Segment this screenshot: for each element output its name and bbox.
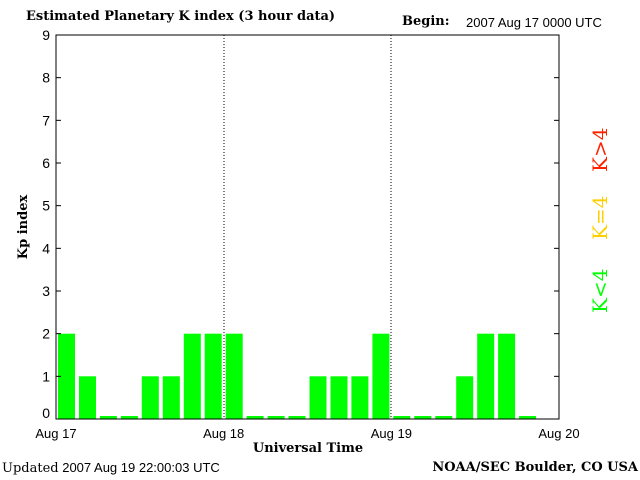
kp-bar xyxy=(288,416,306,419)
kp-bar xyxy=(456,376,474,419)
kp-bar xyxy=(267,416,285,419)
x-tick-label: Aug 19 xyxy=(371,426,412,441)
kp-bar xyxy=(330,376,348,419)
x-axis: Aug 17 Aug 18 Aug 19 Aug 20 xyxy=(35,426,579,441)
bar-group xyxy=(58,333,537,419)
kp-bar xyxy=(162,376,180,419)
kp-bar xyxy=(120,416,138,419)
kp-bar xyxy=(99,416,117,419)
updated-timestamp: Updated 2007 Aug 19 22:00:03 UTC xyxy=(2,460,220,476)
begin-date: 2007 Aug 17 0000 UTC xyxy=(466,15,602,30)
kp-bar xyxy=(372,333,390,419)
kp-bar xyxy=(58,333,75,419)
kp-bar xyxy=(79,376,96,419)
source-credit: NOAA/SEC Boulder, CO USA xyxy=(432,460,638,475)
kp-bar xyxy=(183,333,201,419)
y-axis: 0 1 2 3 4 5 6 7 8 9 xyxy=(42,27,559,421)
legend-k-less-4: K<4 xyxy=(588,268,612,313)
chart-title: Estimated Planetary K index (3 hour data… xyxy=(26,9,336,24)
begin-label: Begin: xyxy=(402,14,450,29)
y-tick-label: 3 xyxy=(42,283,50,299)
kp-bar xyxy=(435,416,453,419)
legend-k-greater-4: K>4 xyxy=(588,127,612,172)
kp-bar xyxy=(246,416,264,419)
kp-bar xyxy=(309,376,327,419)
updated-label: Updated xyxy=(2,461,59,476)
x-tick-label: Aug 17 xyxy=(35,426,76,441)
y-tick-label: 8 xyxy=(42,70,50,86)
y-tick-label: 7 xyxy=(42,112,50,128)
y-tick-label: 2 xyxy=(42,326,50,342)
y-tick-label: 5 xyxy=(42,198,50,214)
y-tick-label: 4 xyxy=(42,240,50,256)
updated-value: 2007 Aug 19 22:00:03 UTC xyxy=(62,460,220,475)
kp-bar xyxy=(414,416,432,419)
y-tick-label: 0 xyxy=(42,405,50,421)
x-axis-label: Universal Time xyxy=(253,441,363,456)
kp-bar xyxy=(498,333,516,419)
kp-bar xyxy=(519,416,537,419)
kp-bar xyxy=(204,333,222,419)
legend-k-equal-4: K=4 xyxy=(588,195,612,240)
kp-bar xyxy=(225,333,243,419)
y-tick-label: 9 xyxy=(42,27,50,43)
plot-frame xyxy=(55,34,560,420)
y-axis-label: Kp index xyxy=(16,195,31,260)
kp-bar xyxy=(477,333,495,419)
x-tick-label: Aug 20 xyxy=(538,426,579,441)
kp-bar xyxy=(351,376,369,419)
x-tick-label: Aug 18 xyxy=(203,426,244,441)
y-tick-label: 6 xyxy=(42,155,50,171)
kp-bar xyxy=(393,416,411,419)
kp-bar xyxy=(141,376,159,419)
y-tick-label: 1 xyxy=(42,368,50,384)
